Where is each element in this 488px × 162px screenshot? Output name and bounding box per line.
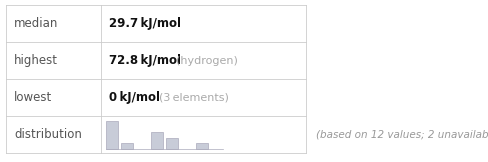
Text: median: median	[14, 17, 59, 30]
Text: lowest: lowest	[14, 91, 52, 104]
Text: highest: highest	[14, 54, 58, 67]
Text: 0 kJ/mol: 0 kJ/mol	[109, 91, 160, 104]
Bar	[166, 138, 178, 149]
Text: distribution: distribution	[14, 128, 82, 141]
Bar	[151, 132, 163, 149]
Text: (3 elements): (3 elements)	[159, 93, 229, 103]
Text: 72.8 kJ/mol: 72.8 kJ/mol	[109, 54, 181, 67]
Bar	[106, 121, 118, 149]
Bar	[196, 143, 208, 149]
Text: (based on 12 values; 2 unavailable): (based on 12 values; 2 unavailable)	[316, 129, 488, 139]
Text: 29.7 kJ/mol: 29.7 kJ/mol	[109, 17, 181, 30]
Bar	[121, 143, 133, 149]
Text: (hydrogen): (hydrogen)	[176, 56, 238, 65]
